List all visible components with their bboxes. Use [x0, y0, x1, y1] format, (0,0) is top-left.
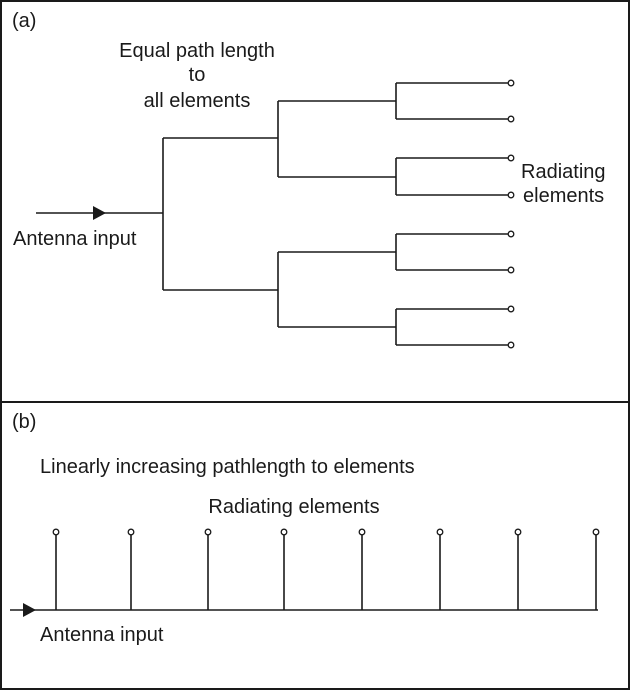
panel-b-heading: Linearly increasing pathlength to elemen… — [40, 456, 415, 478]
panel-b-input-label: Antenna input — [40, 624, 164, 646]
panel-b-element-1 — [52, 528, 60, 610]
radiating-element-node — [507, 266, 515, 274]
panel-b-series-feed: (b) Linearly increasing pathlength to el… — [10, 411, 600, 646]
panel-a-heading-line-3: all elements — [144, 90, 251, 112]
panel-a-element-1 — [396, 79, 515, 87]
panel-a-element-3 — [396, 154, 515, 162]
radiating-element-node — [507, 191, 515, 199]
panel-b-element-3 — [204, 528, 212, 610]
panel-a-corporate-feed: (a) Equal path length to all elements — [12, 10, 606, 349]
radiating-element-node — [204, 528, 212, 536]
panel-b-tag: (b) — [12, 411, 36, 433]
panel-a-heading-line-1: Equal path length — [119, 40, 275, 62]
radiating-element-node — [436, 528, 444, 536]
panel-a-output-label-line-2: elements — [523, 185, 604, 207]
panel-a-element-4 — [396, 191, 515, 199]
panel-a-element-2 — [396, 115, 515, 123]
radiating-element-node — [358, 528, 366, 536]
panel-b-element-8 — [592, 528, 600, 610]
panel-b-input-arrow — [23, 603, 36, 617]
panel-b-element-2 — [127, 528, 135, 610]
radiating-element-node — [507, 79, 515, 87]
radiating-element-node — [52, 528, 60, 536]
panel-a-tag: (a) — [12, 10, 36, 32]
panel-a-element-5 — [396, 230, 515, 238]
panel-b-element-7 — [514, 528, 522, 610]
panel-b-element-6 — [436, 528, 444, 610]
radiating-element-node — [507, 341, 515, 349]
panel-b-element-4 — [280, 528, 288, 610]
panel-a-input-label: Antenna input — [13, 228, 137, 250]
radiating-element-node — [507, 115, 515, 123]
panel-b-elements-label: Radiating elements — [208, 496, 379, 518]
panel-b-element-5 — [358, 528, 366, 610]
panel-a-heading-line-2: to — [189, 64, 206, 86]
radiating-element-node — [127, 528, 135, 536]
radiating-element-node — [507, 305, 515, 313]
panel-a-input-arrow — [93, 206, 106, 220]
panel-a-element-8 — [396, 341, 515, 349]
panel-a-element-7 — [396, 305, 515, 313]
radiating-element-node — [507, 230, 515, 238]
radiating-element-node — [280, 528, 288, 536]
panel-a-output-label-line-1: Radiating — [521, 161, 606, 183]
panel-a-element-6 — [396, 266, 515, 274]
radiating-element-node — [592, 528, 600, 536]
radiating-element-node — [514, 528, 522, 536]
radiating-element-node — [507, 154, 515, 162]
